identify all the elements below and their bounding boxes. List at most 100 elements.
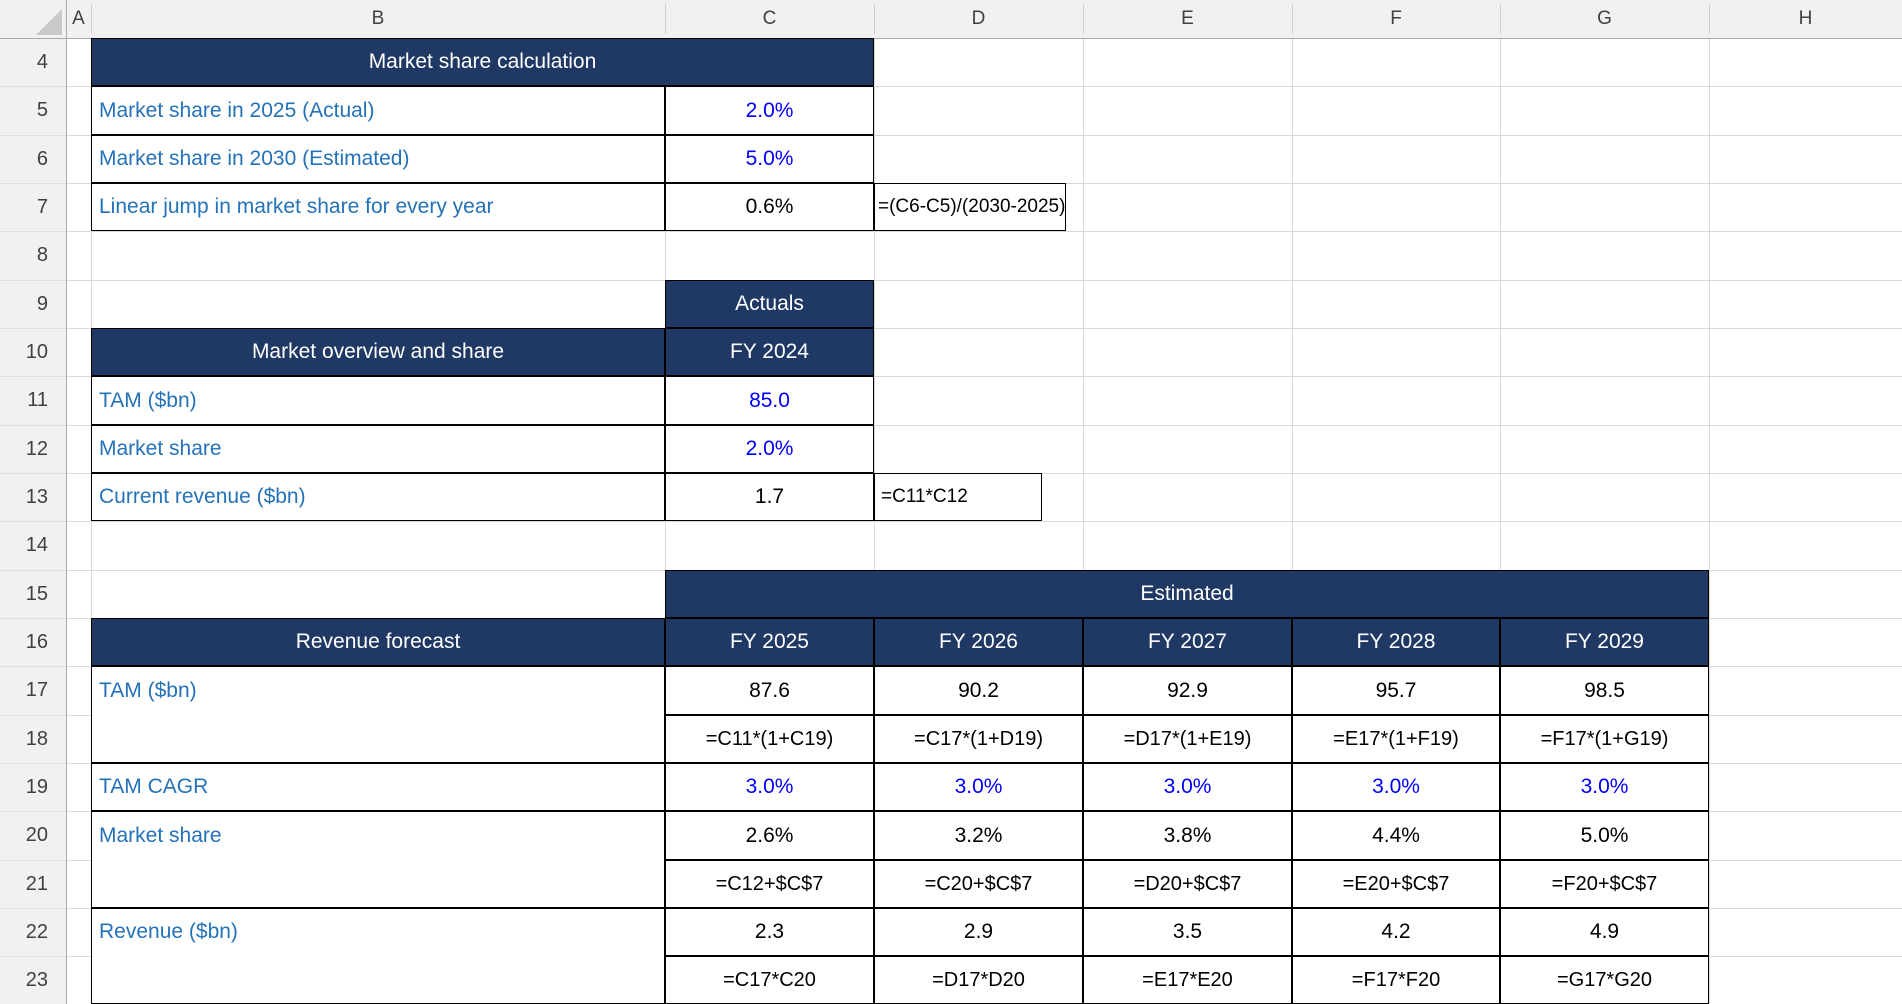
- cell-F21-formula[interactable]: =E20+$C$7: [1292, 860, 1500, 908]
- cell-C22-value[interactable]: 2.3: [665, 908, 874, 956]
- cell-C20-value[interactable]: 2.6%: [665, 811, 874, 860]
- column-header-A[interactable]: A: [72, 8, 85, 29]
- cell-E20-value[interactable]: 3.8%: [1083, 811, 1292, 860]
- cell-C23-formula[interactable]: =C17*C20: [665, 956, 874, 1004]
- table-title-market-share-calculation[interactable]: Market share calculation: [91, 38, 874, 86]
- cell-C5-value[interactable]: 2.0%: [665, 86, 874, 135]
- cell-D23-formula[interactable]: =D17*D20: [874, 956, 1083, 1004]
- row-separator: [0, 908, 66, 909]
- row-header-11[interactable]: 11: [27, 389, 48, 411]
- cell-B5-label[interactable]: Market share in 2025 (Actual): [91, 86, 665, 135]
- column-header-C[interactable]: C: [762, 8, 777, 29]
- cell-C19-value[interactable]: 3.0%: [665, 763, 874, 811]
- row-header-23[interactable]: 23: [25, 969, 48, 991]
- cell-F22-value[interactable]: 4.2: [1292, 908, 1500, 956]
- row-header-7[interactable]: 7: [36, 196, 48, 218]
- row-header-19[interactable]: 19: [25, 776, 48, 798]
- row-header-15[interactable]: 15: [25, 583, 48, 605]
- row-separator: [0, 86, 66, 87]
- row-header-22[interactable]: 22: [25, 921, 48, 943]
- cell-F17-value[interactable]: 95.7: [1292, 666, 1500, 715]
- row-header-9[interactable]: 9: [36, 293, 48, 315]
- cell-B20-label[interactable]: Market share: [91, 811, 665, 908]
- cell-E18-formula[interactable]: =D17*(1+E19): [1083, 715, 1292, 763]
- cell-E19-value[interactable]: 3.0%: [1083, 763, 1292, 811]
- year-header-FY2029[interactable]: FY 2029: [1500, 618, 1709, 666]
- cell-D7-formula[interactable]: =(C6-C5)/(2030-2025): [874, 183, 1066, 231]
- cell-C18-formula[interactable]: =C11*(1+C19): [665, 715, 874, 763]
- cell-D22-value[interactable]: 2.9: [874, 908, 1083, 956]
- cell-C6-value[interactable]: 5.0%: [665, 135, 874, 183]
- cell-B11-label[interactable]: TAM ($bn): [91, 376, 665, 425]
- cell-D21-formula[interactable]: =C20+$C$7: [874, 860, 1083, 908]
- band-estimated[interactable]: Estimated: [665, 570, 1709, 618]
- row-header-5[interactable]: 5: [36, 99, 48, 121]
- row-header-16[interactable]: 16: [25, 631, 48, 653]
- cell-D18-formula[interactable]: =C17*(1+D19): [874, 715, 1083, 763]
- cell-C11-value[interactable]: 85.0: [665, 376, 874, 425]
- cell-D20-value[interactable]: 3.2%: [874, 811, 1083, 860]
- gridline: [66, 280, 1902, 281]
- year-header-FY2026[interactable]: FY 2026: [874, 618, 1083, 666]
- cell-G17-value[interactable]: 98.5: [1500, 666, 1709, 715]
- cell-G23-formula[interactable]: =G17*G20: [1500, 956, 1709, 1004]
- cell-F20-value[interactable]: 4.4%: [1292, 811, 1500, 860]
- row-header-18[interactable]: 18: [25, 728, 48, 750]
- year-header-FY2025[interactable]: FY 2025: [665, 618, 874, 666]
- cell-B12-label[interactable]: Market share: [91, 425, 665, 473]
- year-header-FY2027[interactable]: FY 2027: [1083, 618, 1292, 666]
- cell-G22-value[interactable]: 4.9: [1500, 908, 1709, 956]
- band-actuals[interactable]: Actuals: [665, 280, 874, 328]
- cell-E22-value[interactable]: 3.5: [1083, 908, 1292, 956]
- row-header-12[interactable]: 12: [25, 438, 48, 460]
- cell-B19-label[interactable]: TAM CAGR: [91, 763, 665, 811]
- row-header-20[interactable]: 20: [25, 824, 48, 846]
- cell-G20-value[interactable]: 5.0%: [1500, 811, 1709, 860]
- cell-C21-formula[interactable]: =C12+$C$7: [665, 860, 874, 908]
- row-header-17[interactable]: 17: [25, 679, 48, 701]
- row-header-10[interactable]: 10: [25, 341, 48, 363]
- column-separator: [1709, 4, 1710, 34]
- cell-G18-formula[interactable]: =F17*(1+G19): [1500, 715, 1709, 763]
- column-header-D[interactable]: D: [971, 8, 986, 29]
- column-header-B[interactable]: B: [371, 8, 385, 29]
- column-separator: [91, 4, 92, 34]
- column-header-G[interactable]: G: [1597, 8, 1612, 29]
- cell-F23-formula[interactable]: =F17*F20: [1292, 956, 1500, 1004]
- cell-B17-label[interactable]: TAM ($bn): [91, 666, 665, 763]
- cell-B7-label[interactable]: Linear jump in market share for every ye…: [91, 183, 665, 231]
- row-separator: [0, 715, 66, 716]
- cell-G21-formula[interactable]: =F20+$C$7: [1500, 860, 1709, 908]
- cell-G19-value[interactable]: 3.0%: [1500, 763, 1709, 811]
- table-title-market-overview[interactable]: Market overview and share: [91, 328, 665, 376]
- cell-C12-value[interactable]: 2.0%: [665, 425, 874, 473]
- column-header-F[interactable]: F: [1390, 8, 1402, 29]
- cell-C17-value[interactable]: 87.6: [665, 666, 874, 715]
- row-header-14[interactable]: 14: [25, 534, 48, 556]
- cell-F19-value[interactable]: 3.0%: [1292, 763, 1500, 811]
- year-header-FY2028[interactable]: FY 2028: [1292, 618, 1500, 666]
- cell-D17-value[interactable]: 90.2: [874, 666, 1083, 715]
- cell-E23-formula[interactable]: =E17*E20: [1083, 956, 1292, 1004]
- year-header-FY2024[interactable]: FY 2024: [665, 328, 874, 376]
- cell-E21-formula[interactable]: =D20+$C$7: [1083, 860, 1292, 908]
- row-header-8[interactable]: 8: [36, 244, 48, 266]
- cell-C13-value[interactable]: 1.7: [665, 473, 874, 521]
- row-header-4[interactable]: 4: [36, 51, 48, 73]
- row-header-13[interactable]: 13: [25, 486, 48, 508]
- cell-B13-label[interactable]: Current revenue ($bn): [91, 473, 665, 521]
- column-header-E[interactable]: E: [1181, 8, 1194, 29]
- row-header-21[interactable]: 21: [25, 873, 48, 895]
- cell-E17-value[interactable]: 92.9: [1083, 666, 1292, 715]
- cell-B22-label[interactable]: Revenue ($bn): [91, 908, 665, 1004]
- cell-B6-label[interactable]: Market share in 2030 (Estimated): [91, 135, 665, 183]
- column-header-H[interactable]: H: [1798, 8, 1813, 29]
- select-all-corner[interactable]: [0, 0, 67, 39]
- cell-C7-value[interactable]: 0.6%: [665, 183, 874, 231]
- cell-D19-value[interactable]: 3.0%: [874, 763, 1083, 811]
- cell-D13-formula[interactable]: =C11*C12: [874, 473, 1042, 521]
- cell-F18-formula[interactable]: =E17*(1+F19): [1292, 715, 1500, 763]
- row-header-6[interactable]: 6: [36, 148, 48, 170]
- table-title-revenue-forecast[interactable]: Revenue forecast: [91, 618, 665, 666]
